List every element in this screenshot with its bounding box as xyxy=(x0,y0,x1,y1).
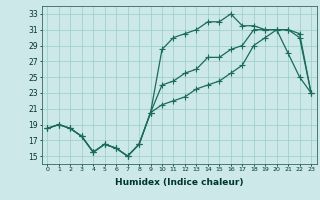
X-axis label: Humidex (Indice chaleur): Humidex (Indice chaleur) xyxy=(115,178,244,187)
